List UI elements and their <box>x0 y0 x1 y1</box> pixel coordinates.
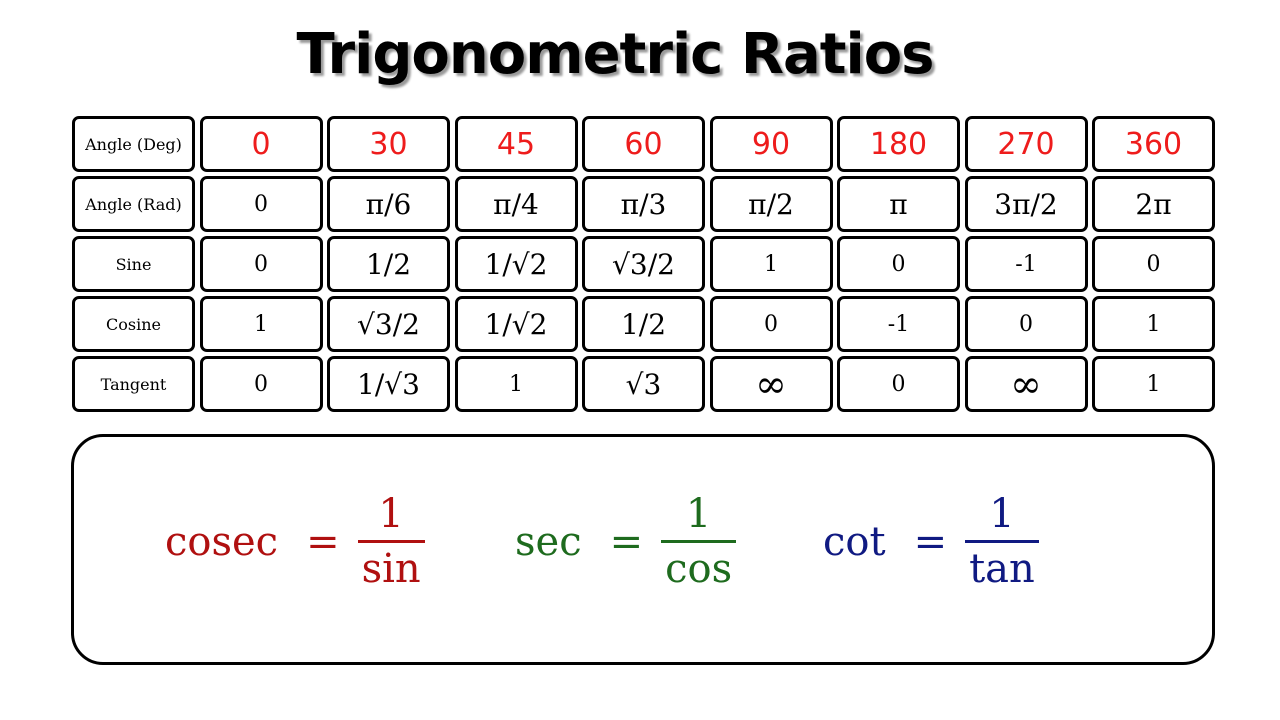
cell-cosine-60: 1/2 <box>582 296 705 352</box>
formula-cot-equals: = <box>913 518 948 565</box>
cell-deg-30: 30 <box>327 116 450 172</box>
cell-sine-90: 1 <box>709 236 833 292</box>
formula-cosec-denominator: sin <box>361 546 421 592</box>
cell-rad-45: π/4 <box>454 176 578 232</box>
reciprocal-formulas-box <box>71 434 1215 665</box>
fraction-bar <box>661 540 737 543</box>
fraction-bar <box>965 540 1039 543</box>
cell-sine-30: 1/2 <box>327 236 450 292</box>
cell-deg-60: 60 <box>582 116 705 172</box>
cell-tangent-270: ∞ <box>964 356 1088 412</box>
cell-sine-0: 0 <box>199 236 323 292</box>
formula-sec-numerator: 1 <box>685 491 712 537</box>
fraction-bar <box>357 540 425 543</box>
cell-sine-360: 0 <box>1092 236 1215 292</box>
cell-tangent-0: 0 <box>199 356 323 412</box>
cell-deg-360: 360 <box>1092 116 1215 172</box>
row-label-angle-rad: Angle (Rad) <box>72 176 195 232</box>
cell-tangent-90: ∞ <box>709 356 833 412</box>
cell-tangent-180: 0 <box>837 356 960 412</box>
cell-rad-90: π/2 <box>709 176 833 232</box>
row-label-angle-deg: Angle (Deg) <box>72 116 195 172</box>
row-label-tangent: Tangent <box>72 356 195 412</box>
formula-sec-equals: = <box>609 518 644 565</box>
cell-cosine-180: -1 <box>837 296 960 352</box>
page-title: Trigonometric Ratios <box>296 22 934 87</box>
cell-deg-180: 180 <box>837 116 960 172</box>
cell-tangent-60: √3 <box>582 356 705 412</box>
cell-cosine-90: 0 <box>709 296 833 352</box>
cell-deg-270: 270 <box>964 116 1088 172</box>
cell-sine-60: √3/2 <box>582 236 705 292</box>
cell-cosine-45: 1/√2 <box>454 296 578 352</box>
formula-cosec-fraction: 1 sin <box>357 490 425 593</box>
cell-rad-0: 0 <box>199 176 323 232</box>
formula-sec-name: sec <box>515 518 582 565</box>
cell-rad-360: 2π <box>1092 176 1215 232</box>
cell-sine-180: 0 <box>837 236 960 292</box>
cell-deg-90: 90 <box>709 116 833 172</box>
cell-deg-0: 0 <box>199 116 323 172</box>
formula-cosec: cosec = 1 sin <box>165 490 425 593</box>
formula-sec-denominator: cos <box>665 546 733 592</box>
row-label-cosine: Cosine <box>72 296 195 352</box>
cell-tangent-30: 1/√3 <box>327 356 450 412</box>
cell-rad-270: 3π/2 <box>964 176 1088 232</box>
formula-cosec-equals: = <box>306 518 340 565</box>
cell-sine-45: 1/√2 <box>454 236 578 292</box>
formula-cot: cot = 1 tan <box>823 490 1039 593</box>
formula-cot-denominator: tan <box>969 546 1035 592</box>
cell-rad-60: π/3 <box>582 176 705 232</box>
cell-tangent-360: 1 <box>1092 356 1215 412</box>
cell-tangent-45: 1 <box>454 356 578 412</box>
cell-cosine-30: √3/2 <box>327 296 450 352</box>
cell-cosine-0: 1 <box>199 296 323 352</box>
cell-rad-180: π <box>837 176 960 232</box>
formula-sec-fraction: 1 cos <box>661 490 737 593</box>
cell-sine-270: -1 <box>964 236 1088 292</box>
formula-cosec-numerator: 1 <box>378 491 404 537</box>
formula-cot-numerator: 1 <box>989 491 1015 537</box>
cell-cosine-360: 1 <box>1092 296 1215 352</box>
formula-cot-fraction: 1 tan <box>965 490 1039 593</box>
row-label-sine: Sine <box>72 236 195 292</box>
formula-sec: sec = 1 cos <box>515 490 737 593</box>
trig-table: Angle (Deg) 0 30 45 60 90 180 270 360 An… <box>72 116 1215 412</box>
formula-cosec-name: cosec <box>165 518 279 565</box>
cell-deg-45: 45 <box>454 116 578 172</box>
formula-cot-name: cot <box>823 518 886 565</box>
cell-cosine-270: 0 <box>964 296 1088 352</box>
cell-rad-30: π/6 <box>327 176 450 232</box>
